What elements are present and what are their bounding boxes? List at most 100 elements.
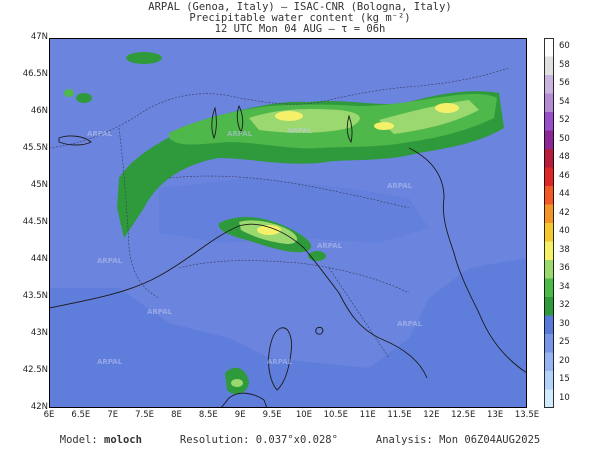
coastlines-borders <box>49 104 527 408</box>
watermark-1: ARPAL <box>87 130 113 138</box>
longitude-label: 9E <box>234 410 246 420</box>
colorbar <box>544 38 554 408</box>
colorbar-label: 50 <box>559 133 570 144</box>
colorbar-segment <box>544 75 554 94</box>
longitude-label: 7E <box>107 410 119 420</box>
colorbar-label: 44 <box>559 189 570 200</box>
colorbar-label: 46 <box>559 170 570 181</box>
colorbar-label: 10 <box>559 392 570 403</box>
colorbar-label: 60 <box>559 41 570 52</box>
longitude-label: 13.5E <box>514 410 540 420</box>
colorbar-label: 48 <box>559 152 570 163</box>
colorbar-label: 25 <box>559 337 570 348</box>
border-tuscany <box>328 267 390 359</box>
corsica-light-core <box>231 379 243 387</box>
lake-geneva <box>58 135 92 146</box>
latitude-label: 46.5N <box>22 69 48 79</box>
colorbar-segment <box>544 112 554 131</box>
colorbar-frame <box>544 38 554 408</box>
colorbar-segment <box>544 334 554 353</box>
border-france-italy <box>118 127 160 299</box>
longitude-label: 6E <box>43 410 55 420</box>
longitude-label: 7.5E <box>135 410 155 420</box>
green-spot-north <box>126 52 162 64</box>
longitude-label: 8E <box>171 410 182 420</box>
longitude-label: 12E <box>423 410 440 420</box>
latitude-label: 46N <box>30 106 48 116</box>
footer-model-label: Model: <box>59 434 98 446</box>
colorbar-segment <box>544 315 554 335</box>
admin-borders <box>49 67 510 359</box>
border-apennine <box>178 260 410 294</box>
colorbar-label: 40 <box>559 226 570 237</box>
colorbar-segment <box>544 130 554 150</box>
lake-maggiore <box>211 106 217 140</box>
colorbar-segment <box>544 389 554 408</box>
longitude-label: 9.5E <box>262 410 282 420</box>
latitude-label: 47N <box>30 32 48 42</box>
colorbar-label: 54 <box>559 96 570 107</box>
header-title: ARPAL (Genoa, Italy) — ISAC-CNR (Bologna… <box>148 1 452 13</box>
island-corsica <box>268 327 292 391</box>
colorbar-label: 34 <box>559 281 570 292</box>
green-spot-west-2 <box>64 89 74 97</box>
colorbar-segment <box>544 223 554 242</box>
header-variable: Precipitable water content (kg m⁻²) <box>189 12 411 24</box>
alps-yellow-core-3 <box>435 103 459 113</box>
island-elba <box>315 327 324 335</box>
alps-green-light <box>249 100 479 134</box>
latitude-label: 42N <box>30 402 48 412</box>
watermark-7: ARPAL <box>397 320 423 328</box>
colorbar-label: 42 <box>559 207 570 218</box>
latitude-label: 45.5N <box>22 143 48 153</box>
colorbar-segment <box>544 38 554 57</box>
colorbar-segment <box>544 297 554 316</box>
latitude-label: 44N <box>30 254 48 264</box>
footer-analysis: Analysis: Mon 06Z04AUG2025 <box>375 434 541 446</box>
latitude-label: 42.5N <box>22 365 48 375</box>
longitude-label: 10.5E <box>323 410 348 420</box>
colorbar-segment <box>544 204 554 224</box>
colorbar-segment <box>544 278 554 298</box>
latitude-label: 43N <box>30 328 48 338</box>
colorbar-segment <box>544 371 554 390</box>
map-frame <box>49 38 527 408</box>
longitude-label: 11E <box>359 410 376 420</box>
island-sardinia-north <box>220 392 268 408</box>
watermark-6: ARPAL <box>147 308 173 316</box>
footer: Model: moloch Resolution: 0.037°x0.028° … <box>0 434 600 446</box>
alps-yellow-core-2 <box>374 122 394 130</box>
green-spot-west-1 <box>76 93 92 103</box>
colorbar-segment <box>544 241 554 261</box>
border-po-region <box>168 175 410 209</box>
colorbar-segment <box>544 93 554 113</box>
colorbar-label: 20 <box>559 355 570 366</box>
longitude-label: 10E <box>295 410 313 420</box>
border-alps <box>49 67 510 149</box>
lake-como <box>236 104 244 134</box>
watermark-2: ARPAL <box>287 127 313 135</box>
liguria-yellow-core <box>257 225 281 235</box>
precipitable-water-map: ARPAL ARPAL ARPAL ARPAL ARPAL ARPAL ARPA… <box>49 38 527 408</box>
watermark-9: ARPAL <box>267 358 293 366</box>
watermark-3: ARPAL <box>227 130 253 138</box>
longitude-label: 11.5E <box>387 410 412 420</box>
colorbar-label: 36 <box>559 263 570 274</box>
longitude-label: 8.5E <box>198 410 218 420</box>
watermark-10: ARPAL <box>387 182 413 190</box>
colorbar-label: 30 <box>559 318 570 329</box>
watermark-4: ARPAL <box>97 257 123 265</box>
footer-model-value: moloch <box>104 434 142 446</box>
watermark-8: ARPAL <box>97 358 123 366</box>
colorbar-segment <box>544 352 554 372</box>
watermark-5: ARPAL <box>317 242 343 250</box>
alps-yellow-core-1 <box>275 111 303 121</box>
longitude-label: 13E <box>487 410 504 420</box>
colorbar-segment <box>544 186 554 205</box>
latitude-label: 43.5N <box>22 291 48 301</box>
header-time: 12 UTC Mon 04 AUG — τ = 06h <box>214 23 386 35</box>
colorbar-label: 52 <box>559 115 570 126</box>
latitude-label: 44.5N <box>22 217 48 227</box>
colorbar-segment <box>544 56 554 76</box>
colorbar-label: 38 <box>559 244 570 255</box>
